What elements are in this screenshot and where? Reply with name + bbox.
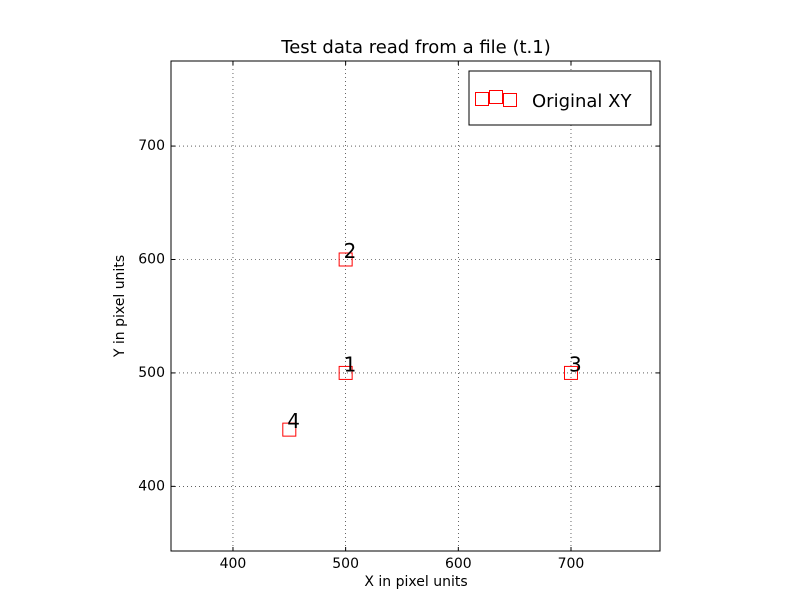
point-label: 4	[287, 409, 300, 433]
x-axis-label: X in pixel units	[364, 574, 467, 590]
legend-marker	[475, 92, 489, 106]
marker	[563, 365, 578, 380]
x-tick-label: 700	[558, 556, 585, 572]
point-label: 2	[344, 239, 357, 263]
marker	[282, 422, 297, 437]
x-tick-label: 500	[332, 556, 359, 572]
y-tick-label: 400	[138, 478, 165, 494]
x-tick-label: 600	[445, 556, 472, 572]
legend-label: Original XY	[532, 91, 632, 112]
x-tick-label: 400	[220, 556, 247, 572]
chart-title: Test data read from a file (t.1)	[280, 37, 550, 58]
legend-marker	[489, 90, 503, 104]
marker	[338, 365, 353, 380]
point-label: 1	[344, 352, 357, 376]
legend-marker	[503, 93, 517, 107]
y-tick-label: 500	[138, 365, 165, 381]
plot-frame	[170, 60, 661, 552]
marker	[338, 252, 353, 267]
y-tick-label: 600	[138, 251, 165, 267]
point-label: 3	[569, 352, 582, 376]
y-axis-label: Y in pixel units	[112, 255, 128, 358]
y-tick-label: 700	[138, 138, 165, 154]
